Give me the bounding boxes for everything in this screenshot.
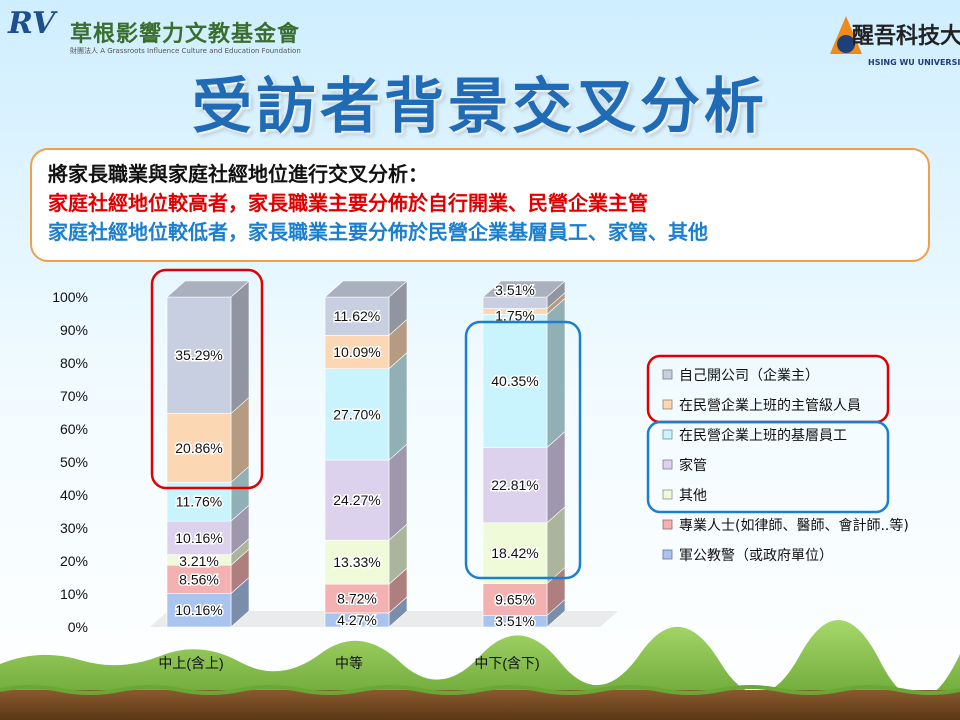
bar-segment-2-4 xyxy=(482,314,548,448)
data-label: 11.62% xyxy=(334,308,380,324)
y-tick-label: 60% xyxy=(60,421,88,437)
bar-segment-0-5 xyxy=(166,413,232,483)
data-label: 3.21% xyxy=(179,553,219,569)
data-label: 27.70% xyxy=(333,406,380,422)
y-tick-label: 100% xyxy=(52,289,88,305)
data-label: 8.72% xyxy=(337,591,377,607)
bar-side-1-4 xyxy=(388,351,408,461)
bar-segment-0-6 xyxy=(166,296,232,414)
foundation-logo-subtitle: 財團法人 A Grassroots Influence Culture and … xyxy=(70,47,301,55)
summary-callout: 將家長職業與家庭社經地位進行交叉分析： 家庭社經地位較高者，家長職業主要分佈於自… xyxy=(30,148,930,262)
bar-segment-1-6 xyxy=(324,296,390,336)
data-label: 4.27% xyxy=(337,612,377,628)
x-tick-label: 中下(含下) xyxy=(474,655,539,671)
y-tick-label: 80% xyxy=(60,355,88,371)
university-emblem-icon xyxy=(830,16,862,54)
foundation-logo-name: 草根影響力文教基金會 xyxy=(70,22,301,47)
legend-entry: 在民營企業上班的主管級人員 xyxy=(679,397,861,414)
foundation-logo: RV 草根影響力文教基金會 財團法人 A Grassroots Influenc… xyxy=(8,6,301,56)
data-label: 40.35% xyxy=(491,373,538,389)
y-tick-label: 0% xyxy=(68,619,88,635)
data-label: 10.16% xyxy=(175,530,222,546)
legend-entry: 專業人士(如律師、醫師、會計師..等) xyxy=(679,517,909,534)
data-label: 10.09% xyxy=(333,344,380,360)
data-label: 1.75% xyxy=(495,307,535,323)
data-label: 11.76% xyxy=(176,494,222,510)
bar-segment-1-1 xyxy=(324,583,390,614)
legend-swatch xyxy=(662,489,673,500)
y-tick-label: 90% xyxy=(60,322,88,338)
bar-segment-1-2 xyxy=(324,539,390,585)
y-tick-label: 50% xyxy=(60,454,88,470)
legend-frame-low-status xyxy=(646,420,890,514)
x-tick-label: 中上(含上) xyxy=(158,655,223,671)
data-label: 20.86% xyxy=(175,440,222,456)
data-label: 22.81% xyxy=(491,477,538,493)
legend-swatch xyxy=(662,369,673,380)
data-label: 24.27% xyxy=(333,492,380,508)
x-tick-label: 中等 xyxy=(335,655,363,671)
page-title: 受訪者背景交叉分析 xyxy=(192,72,768,142)
bar-segment-0-3 xyxy=(166,520,232,555)
legend-entry: 軍公教警（或政府單位） xyxy=(679,548,833,564)
callout-low-status: 家庭社經地位較低者，家長職業主要分佈於民營企業基層員工、家管、其他 xyxy=(48,220,708,244)
y-tick-label: 10% xyxy=(60,586,88,602)
y-tick-label: 70% xyxy=(60,388,88,404)
bar-segment-1-4 xyxy=(324,368,390,461)
bar-side-2-4 xyxy=(546,297,566,449)
university-logo-name: 醒吾科技大學 xyxy=(852,23,960,49)
legend-entry: 其他 xyxy=(679,488,707,504)
callout-high-status: 家庭社經地位較高者，家長職業主要分佈於自行開業、民營企業主管 xyxy=(48,191,648,215)
legend-swatch xyxy=(662,399,673,410)
legend-swatch xyxy=(662,429,673,440)
legend-entry: 在民營企業上班的基層員工 xyxy=(679,427,847,444)
university-logo-subtitle: HSING WU UNIVERSITY xyxy=(868,58,960,67)
callout-intro: 將家長職業與家庭社經地位進行交叉分析： xyxy=(48,162,428,186)
legend-swatch xyxy=(662,549,673,560)
y-tick-label: 20% xyxy=(60,553,88,569)
data-label: 10.16% xyxy=(175,602,222,618)
data-label: 3.51% xyxy=(495,282,535,298)
bar-top-0 xyxy=(166,280,250,298)
bar-segment-1-3 xyxy=(324,459,390,541)
bar-top-1 xyxy=(324,280,408,298)
bar-segment-1-5 xyxy=(324,335,390,369)
data-label: 18.42% xyxy=(491,545,538,561)
bar-segment-0-1 xyxy=(166,564,232,594)
data-label: 3.51% xyxy=(495,613,535,629)
bar-side-0-6 xyxy=(230,280,250,415)
legend-entry: 家管 xyxy=(679,457,707,474)
y-tick-label: 40% xyxy=(60,487,88,503)
bar-segment-2-1 xyxy=(482,583,548,616)
legend-swatch xyxy=(662,459,673,470)
university-logo: 醒吾科技大學 HSING WU UNIVERSITY xyxy=(826,8,960,70)
data-label: 9.65% xyxy=(495,591,535,607)
y-tick-label: 30% xyxy=(60,520,88,536)
legend-swatch xyxy=(662,519,673,530)
foundation-logo-mark: RV xyxy=(8,6,56,41)
bar-side-1-3 xyxy=(388,443,408,541)
highlight-frame-high-status xyxy=(150,268,264,490)
bar-top-2 xyxy=(482,280,566,298)
highlight-frame-low-status xyxy=(464,320,582,580)
data-label: 13.33% xyxy=(333,554,380,570)
data-label: 35.29% xyxy=(175,347,222,363)
legend-entry: 自己開公司（企業主） xyxy=(679,367,819,384)
data-label: 8.56% xyxy=(179,571,219,587)
bar-segment-2-3 xyxy=(482,447,548,524)
